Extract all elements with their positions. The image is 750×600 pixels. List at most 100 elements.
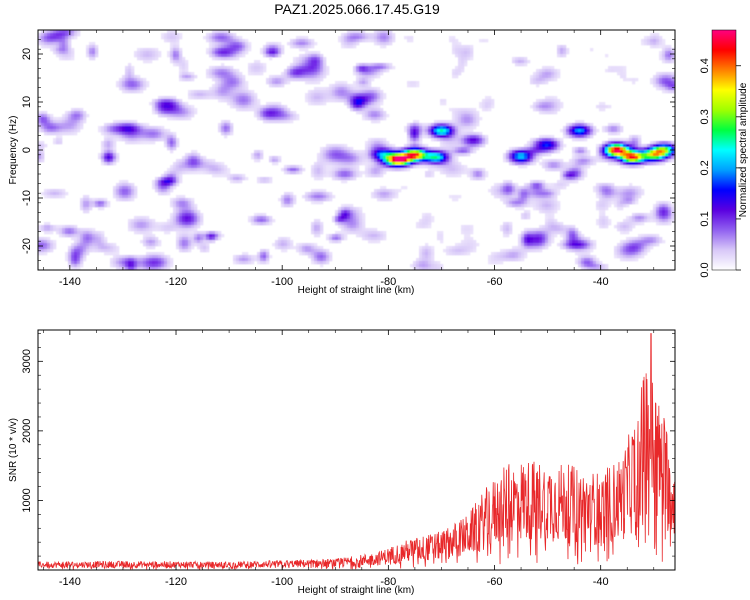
heatmap-cell	[101, 144, 105, 148]
heatmap-cell	[116, 153, 120, 157]
heatmap-cell	[461, 108, 465, 112]
heatmap-cell	[200, 162, 204, 166]
heatmap-cell	[155, 102, 159, 106]
heatmap-cell	[56, 48, 60, 52]
heatmap-cell	[185, 222, 189, 226]
heatmap-cell	[176, 159, 180, 163]
heatmap-cell	[539, 195, 543, 199]
heatmap-cell	[443, 162, 447, 166]
heatmap-cell	[206, 33, 210, 37]
heatmap-cell	[578, 162, 582, 166]
heatmap-cell	[392, 165, 396, 169]
heatmap-cell	[218, 90, 222, 94]
heatmap-cell	[611, 156, 615, 160]
heatmap-cell	[626, 228, 630, 232]
heatmap-cell	[566, 165, 570, 169]
heatmap-cell	[530, 156, 534, 160]
heatmap-cell	[536, 204, 540, 208]
heatmap-cell	[44, 42, 48, 46]
heatmap-cell	[38, 159, 42, 163]
heatmap-cell	[422, 219, 426, 223]
heatmap-cell	[200, 93, 204, 97]
heatmap-cell	[452, 132, 456, 136]
heatmap-cell	[413, 123, 417, 127]
heatmap-cell	[275, 45, 279, 49]
heatmap-cell	[314, 51, 318, 55]
heatmap-cell	[629, 162, 633, 166]
heatmap-cell	[191, 207, 195, 211]
heatmap-cell	[416, 147, 420, 151]
heatmap-cell	[575, 168, 579, 172]
heatmap-cell	[212, 90, 216, 94]
heatmap-cell	[371, 87, 375, 91]
heatmap-cell	[590, 156, 594, 160]
heatmap-cell	[563, 177, 567, 181]
heatmap-cell	[458, 51, 462, 55]
heatmap-cell	[629, 144, 633, 148]
heatmap-cell	[77, 123, 81, 127]
heatmap-cell	[455, 195, 459, 199]
heatmap-cell	[254, 216, 258, 220]
heatmap-cell	[71, 132, 75, 136]
heatmap-cell	[83, 207, 87, 211]
heatmap-cell	[452, 159, 456, 163]
heatmap-cell	[290, 111, 294, 115]
heatmap-cell	[215, 96, 219, 100]
heatmap-cell	[389, 198, 393, 202]
heatmap-cell	[122, 75, 126, 79]
heatmap-cell	[377, 75, 381, 79]
heatmap-cell	[50, 30, 54, 34]
heatmap-cell	[437, 153, 441, 157]
heatmap-cell	[380, 45, 384, 49]
heatmap-cell	[254, 96, 258, 100]
heatmap-cell	[209, 87, 213, 91]
heatmap-cell	[356, 99, 360, 103]
heatmap-cell	[128, 75, 132, 79]
heatmap-cell	[461, 63, 465, 67]
heatmap-cell	[101, 231, 105, 235]
heatmap-cell	[194, 168, 198, 172]
heatmap-cell	[440, 156, 444, 160]
heatmap-cell	[452, 147, 456, 151]
heatmap-cell	[245, 99, 249, 103]
heatmap-cell	[215, 51, 219, 55]
heatmap-cell	[524, 186, 528, 190]
heatmap-cell	[563, 126, 567, 130]
heatmap-cell	[203, 96, 207, 100]
heatmap-cell	[506, 186, 510, 190]
heatmap-cell	[653, 36, 657, 40]
heatmap-cell	[629, 150, 633, 154]
heatmap-cell	[659, 36, 663, 40]
heatmap-cell	[578, 231, 582, 235]
heatmap-cell	[143, 132, 147, 136]
heatmap-cell	[665, 81, 669, 85]
heatmap-cell	[563, 51, 567, 55]
heatmap-cell	[464, 51, 468, 55]
heatmap-cell	[41, 30, 45, 34]
heatmap-cell	[392, 189, 396, 193]
heatmap-cell	[551, 162, 555, 166]
heatmap-cell	[413, 135, 417, 139]
heatmap-cell	[56, 126, 60, 130]
heatmap-cell	[341, 87, 345, 91]
heatmap-cell	[608, 156, 612, 160]
heatmap-cell	[362, 150, 366, 154]
heatmap-cell	[113, 123, 117, 127]
heatmap-cell	[281, 45, 285, 49]
heatmap-cell	[188, 156, 192, 160]
heatmap-cell	[365, 81, 369, 85]
heatmap-cell	[482, 171, 486, 175]
heatmap-cell	[344, 39, 348, 43]
heatmap-cell	[179, 63, 183, 67]
heatmap-cell	[617, 153, 621, 157]
heatmap-cell	[389, 42, 393, 46]
heatmap-cell	[608, 126, 612, 130]
heatmap-cell	[338, 177, 342, 181]
heatmap-cell	[533, 108, 537, 112]
heatmap-cell	[305, 51, 309, 55]
heatmap-cell	[659, 216, 663, 220]
heatmap-cell	[596, 219, 600, 223]
heatmap-cell	[38, 228, 42, 232]
heatmap-cell	[41, 141, 45, 145]
heatmap-cell	[434, 126, 438, 130]
